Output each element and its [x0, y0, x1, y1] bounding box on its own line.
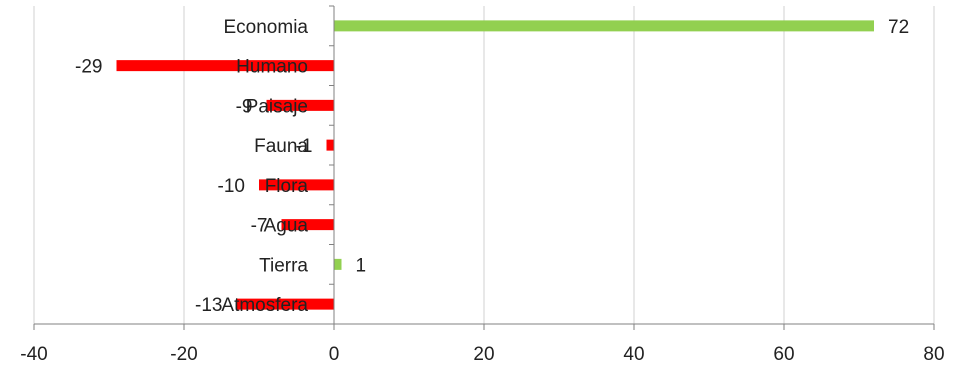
bar-humano — [116, 60, 334, 72]
category-label-agua: Agua — [264, 216, 309, 237]
data-labels: 72 -29 -9 -1 -10 -7 1 -13 — [75, 17, 909, 316]
category-label-economia: Economia — [224, 17, 309, 38]
category-label-fauna: Fauna — [254, 136, 308, 157]
category-label-tierra: Tierra — [259, 255, 308, 276]
gridlines — [33, 6, 935, 324]
x-tick-label: 40 — [623, 344, 644, 365]
data-label-tierra: 1 — [356, 255, 367, 276]
bar-fauna — [326, 139, 334, 151]
data-label-economia: 72 — [888, 17, 909, 38]
bar-paisaje — [266, 99, 334, 111]
category-label-atmosfera: Atmosfera — [221, 295, 308, 316]
bar-agua — [281, 219, 334, 231]
bars — [116, 20, 874, 310]
x-tick-label: 0 — [329, 344, 340, 365]
axes — [33, 5, 935, 330]
bar-flora — [259, 179, 334, 191]
data-label-flora: -10 — [218, 176, 245, 197]
data-label-humano: -29 — [75, 57, 102, 78]
x-tick-label: 80 — [923, 344, 944, 365]
data-label-paisaje: -9 — [236, 96, 253, 117]
bar-economia — [334, 20, 874, 32]
x-tick-label: -40 — [20, 344, 47, 365]
x-tick-labels: -40 -20 0 20 40 60 80 — [20, 344, 944, 365]
bar-tierra — [334, 258, 342, 270]
data-label-atmosfera: -13 — [195, 295, 222, 316]
x-tick-label: 20 — [473, 344, 494, 365]
bar-atmosfera — [236, 298, 334, 310]
category-label-paisaje: Paisaje — [246, 96, 308, 117]
category-label-flora: Flora — [265, 176, 309, 197]
data-label-agua: -7 — [251, 216, 268, 237]
category-labels: Economia Humano Paisaje Fauna Flora Agua Tierr… — [221, 17, 308, 316]
x-tick-label: -20 — [170, 344, 197, 365]
data-label-fauna: -1 — [296, 136, 313, 157]
category-label-humano: Humano — [236, 57, 308, 78]
x-tick-label: 60 — [773, 344, 794, 365]
